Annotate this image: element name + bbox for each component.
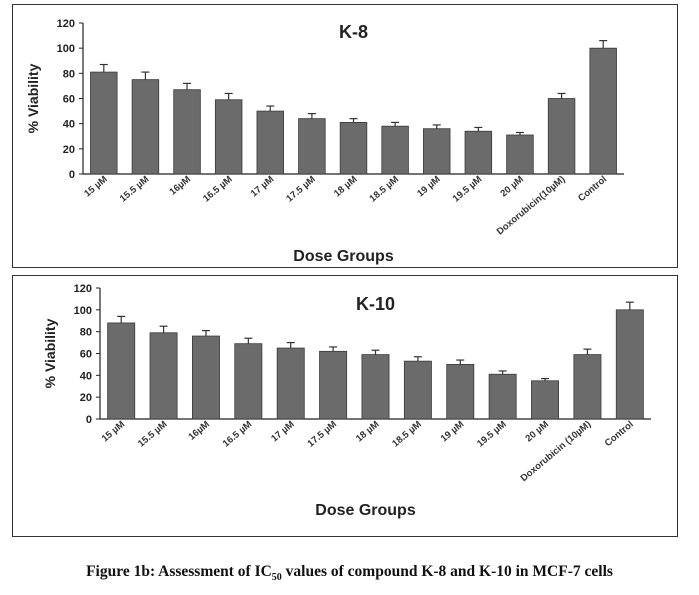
y-tick-label: 80 xyxy=(80,327,92,339)
y-tick-label: 120 xyxy=(74,283,92,295)
bar xyxy=(276,347,305,420)
y-tick-label: 120 xyxy=(57,18,75,30)
caption-prefix: Figure 1b: Assessment of IC xyxy=(86,563,272,580)
category-label: 19 µM xyxy=(415,174,443,200)
y-tick-label: 0 xyxy=(86,414,92,426)
bar xyxy=(615,309,644,420)
bar xyxy=(464,130,493,175)
category-label: 20 µM xyxy=(498,174,526,200)
bar xyxy=(256,110,284,175)
category-label: 17.5 µM xyxy=(306,419,340,450)
chart-title: K-10 xyxy=(356,294,395,314)
category-label: 19 µM xyxy=(439,419,467,445)
category-label: 17 µM xyxy=(249,174,277,200)
category-label: 17.5 µM xyxy=(284,174,318,205)
category-label: 16.5 µM xyxy=(221,419,255,450)
bar xyxy=(298,118,326,175)
bar xyxy=(234,343,263,420)
bar xyxy=(446,364,475,420)
category-label: 19.5 µM xyxy=(475,419,509,450)
category-label: 16µM xyxy=(168,174,193,198)
category-label: Control xyxy=(576,174,609,204)
category-label: 16.5 µM xyxy=(201,174,235,205)
bar xyxy=(149,332,178,420)
category-label: 18 µM xyxy=(332,174,360,200)
bar xyxy=(191,335,220,420)
y-axis-label: % Viability xyxy=(25,63,41,133)
bar xyxy=(339,122,368,175)
y-axis-label: % Viability xyxy=(42,318,58,388)
bar xyxy=(361,354,390,420)
bar xyxy=(173,89,201,175)
y-tick-label: 20 xyxy=(63,144,75,156)
category-label: 18.5 µM xyxy=(390,419,424,450)
category-label: 15 µM xyxy=(82,174,110,200)
figure-caption: Figure 1b: Assessment of IC50 values of … xyxy=(0,563,699,583)
bar xyxy=(589,47,617,175)
category-label: 15 µM xyxy=(100,419,128,445)
caption-subscript: 50 xyxy=(271,572,282,584)
y-tick-label: 100 xyxy=(57,43,75,55)
category-label: 17 µM xyxy=(269,419,297,445)
y-tick-label: 100 xyxy=(74,305,92,317)
chart-panel-k10: 0 20 40 60 80 100 120 15 µM 15.5 µM 16µM 16.5 µM 17… xyxy=(12,275,678,537)
bar xyxy=(90,71,118,175)
bar xyxy=(107,322,136,420)
bar xyxy=(573,354,602,420)
bar xyxy=(488,373,517,420)
y-tick-label: 80 xyxy=(63,68,75,80)
chart-panel-k8: 0 20 40 60 80 100 120 15 µM 15.5 µM 16µM 16.5 µM 17… xyxy=(12,4,678,268)
y-tick-label: 40 xyxy=(80,370,92,382)
x-axis-label: Dose Groups xyxy=(293,248,394,265)
category-label: 15.5 µM xyxy=(136,419,170,450)
bar xyxy=(319,350,348,420)
bar xyxy=(131,79,160,175)
bar-chart-k8: 0 20 40 60 80 100 120 15 µM 15.5 µM 16µM 16.5 µM 17… xyxy=(25,18,624,265)
category-label: 18 µM xyxy=(354,419,382,445)
bar xyxy=(403,360,432,420)
bar xyxy=(381,125,409,175)
category-label: 15.5 µM xyxy=(118,174,152,205)
bar xyxy=(547,98,576,175)
y-tick-label: 60 xyxy=(80,349,92,361)
category-label: Control xyxy=(603,419,636,449)
category-label: Doxorubicin (10µM) xyxy=(519,419,594,484)
category-label: 20 µM xyxy=(524,419,552,445)
category-label: 16µM xyxy=(186,419,211,443)
y-tick-label: 20 xyxy=(80,392,92,404)
y-tick-label: 40 xyxy=(63,119,75,131)
y-tick-label: 0 xyxy=(69,169,75,181)
bar-chart-k10: 0 20 40 60 80 100 120 15 µM 15.5 µM 16µM 16.5 µM 17… xyxy=(42,283,651,519)
x-axis-label: Dose Groups xyxy=(315,502,416,519)
chart-title: K-8 xyxy=(339,22,368,42)
bar xyxy=(531,380,560,420)
y-tick-label: 60 xyxy=(63,94,75,106)
caption-suffix: values of compound K-8 and K-10 in MCF-7… xyxy=(281,563,613,580)
category-label: 19.5 µM xyxy=(451,174,485,205)
bar xyxy=(214,99,243,175)
bar xyxy=(506,134,534,175)
category-label: Doxorubicin(10µM) xyxy=(495,174,568,238)
bar xyxy=(423,128,451,175)
category-label: 18.5 µM xyxy=(368,174,402,205)
